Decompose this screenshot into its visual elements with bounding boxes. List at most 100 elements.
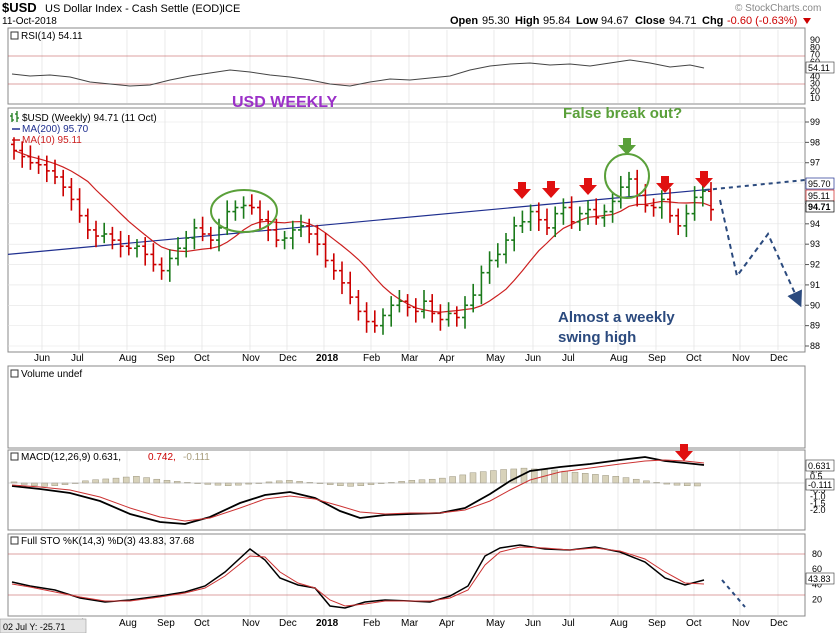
macd-red-arrow-icon [675,444,693,461]
ma10-line [13,149,712,313]
price-bar [257,200,263,229]
price-bar [125,235,132,256]
price-bar [240,196,247,219]
red-arrow-icon [513,182,531,199]
price-bar [207,226,214,250]
price-bar [494,243,501,268]
price-badge: 95.70 [808,179,831,189]
macd-hist-bar [408,480,416,484]
down-triangle-icon [803,18,811,24]
macd-hist-bar [439,477,446,484]
month-tick: Aug [610,353,628,364]
macd-hist-bar [643,480,650,484]
macd-hist-bar [561,470,569,484]
price-bar [626,171,632,197]
month-tick: Jun [525,353,541,364]
macd-hist-bar [612,476,620,484]
macd-hist-bar [102,478,110,484]
month-tick: Apr [439,353,455,364]
price-bar [232,200,239,221]
price-bar [535,202,542,231]
price-tick: 88 [810,341,820,351]
price-bar [527,204,534,231]
price-bar [339,261,345,295]
price-bar [486,251,493,284]
price-bar [650,198,657,217]
price-bar [101,222,108,244]
month-tick-bottom: Jul [562,618,575,629]
price-bar [675,208,682,236]
price-bar [322,232,329,268]
month-tick: Dec [279,353,297,364]
month-tick: 2018 [316,353,339,364]
price-badge: 95.11 [808,191,830,201]
swing-high-note-line1: Almost a weekly [558,309,675,326]
open-value: 95.30 [482,15,510,27]
macd-hist-bar [163,480,171,484]
macd-tick: -2.0 [810,505,826,515]
volume-swatch [10,369,19,378]
price-bar [330,253,337,280]
price-bar [355,290,362,321]
macd-hist-bar [224,482,232,486]
trend-extension [704,179,806,191]
month-tick-bottom: Oct [686,618,702,629]
macd-legend: MACD(12,26,9) 0.631, 0.742, -0.111 [10,452,210,463]
price-bar [314,224,321,256]
macd-badge-box-2 [805,478,835,491]
month-tick-bottom: Dec [279,618,297,629]
price-bar [453,306,460,327]
red-arrow-icon [695,171,713,188]
price-bar [388,296,395,327]
rsi-legend: RSI(14) 54.11 [10,31,83,42]
price-bar [617,175,624,209]
rsi-panel [7,27,806,105]
price-bar [11,137,17,160]
macd-hist-bar [500,469,507,484]
macd-hist-bar [490,470,497,484]
month-tick: Sep [648,353,666,364]
macd-hist-bar [622,477,630,484]
sto-badge: 43.83 [808,574,831,584]
false-breakout-note: False break out? [563,105,682,122]
macd-hist-bar [683,482,691,486]
rsi-swatch [10,31,19,40]
month-tick: Mar [401,353,419,364]
rsi-label: RSI(14) 54.11 [21,31,83,42]
macd-hist-bar [112,477,120,484]
chg-label: Chg [702,15,723,27]
price-bar [199,216,206,242]
macd-badge-box-1 [805,459,835,472]
price-bar [470,283,477,313]
month-tick-bottom: Jun [525,618,541,629]
macd-hist-bar [51,482,59,486]
month-tick-bottom: Sep [157,618,175,629]
price-bar [429,294,436,323]
macd-badge-2: -0.111 [808,480,832,490]
macd-hist-bar [479,471,487,484]
month-tick: Oct [194,353,210,364]
macd-swatch [10,452,19,461]
ma10-legend: MA(10) 95.11 [22,135,82,146]
month-tick-bottom: May [486,618,505,629]
ma200-legend: MA(200) 95.70 [22,124,89,135]
price-bar [347,271,354,305]
close-label: Close [635,15,665,27]
price-bar [35,155,42,174]
price-bar [109,226,116,250]
price-bar [667,188,673,223]
price-tick: 89 [810,321,820,331]
volume-label: Volume undef [21,369,82,380]
rsi-badge-box [805,61,835,74]
month-tick: Dec [770,353,788,364]
month-tick-bottom: Aug [119,618,137,629]
rsi-tick: 80 [810,42,820,52]
macd-hist-bar [92,479,99,484]
macd-hist-bar [632,478,640,484]
price-tick: 93 [810,239,820,249]
price-bar [601,204,608,227]
price-bar [552,206,559,238]
usd-weekly-title: USD WEEKLY [232,94,338,111]
close-value: 94.71 [669,15,697,27]
